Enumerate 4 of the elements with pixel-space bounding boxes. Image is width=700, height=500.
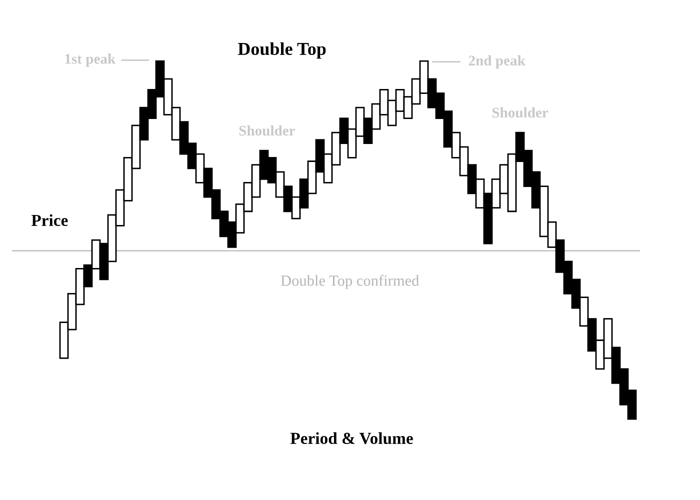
chart-title: Double Top: [238, 42, 326, 59]
ref-line-label: Double Top confirmed: [280, 274, 420, 289]
x-axis-title: Period & Volume: [290, 432, 413, 444]
y-axis-title: Price: [31, 214, 68, 226]
